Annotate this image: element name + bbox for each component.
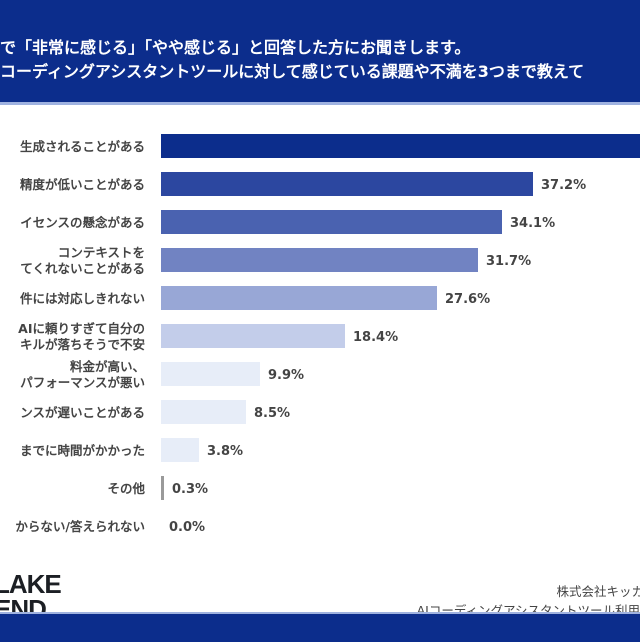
value-label: 9.9% <box>268 368 304 383</box>
category-label: キルが落ちそうで不安 <box>20 337 145 352</box>
value-label: 0.3% <box>172 482 208 497</box>
category-label: ンスが遅いことがある <box>20 405 145 420</box>
value-label: 18.4% <box>353 330 398 345</box>
value-label: 37.2% <box>541 178 586 193</box>
bar <box>161 134 640 158</box>
bar <box>161 324 345 348</box>
bar <box>161 210 502 234</box>
bar <box>161 476 164 500</box>
category-label: パフォーマンスが悪い <box>20 375 145 390</box>
category-label: その他 <box>107 481 145 496</box>
footer-bar <box>0 612 640 642</box>
category-label: 料金が高い、 <box>70 359 145 374</box>
value-label: 27.6% <box>445 292 490 307</box>
category-label: AIに頼りすぎて自分の <box>18 321 145 336</box>
category-label: 件には対応しきれない <box>20 291 145 306</box>
value-label: 34.1% <box>510 216 555 231</box>
chart-header: で「非常に感じる」「やや感じる」と回答した方にお聞きします。 コーディングアシス… <box>0 0 640 105</box>
category-label: 精度が低いことがある <box>20 177 145 192</box>
category-label: までに時間がかかった <box>20 443 145 458</box>
value-label: 3.8% <box>207 444 243 459</box>
bar <box>161 172 533 196</box>
bar <box>161 362 260 386</box>
category-label: 生成されることがある <box>20 139 145 154</box>
value-label: 31.7% <box>486 254 531 269</box>
bar <box>161 286 437 310</box>
value-label: 8.5% <box>254 406 290 421</box>
brand-logo: LAKE END <box>0 569 62 624</box>
question-line-2: コーディングアシスタントツールに対して感じている課題や不満を3つまで教えて <box>0 62 585 81</box>
category-label: てくれないことがある <box>20 261 145 276</box>
category-label: からない/答えられない <box>15 519 145 534</box>
bar <box>161 248 478 272</box>
category-label: イセンスの懸念がある <box>20 215 145 230</box>
bar <box>161 400 246 424</box>
source-company: 株式会社キッカ <box>556 584 640 599</box>
value-label: 0.0% <box>169 520 205 535</box>
category-label: コンテキストを <box>58 245 145 260</box>
bar <box>161 438 199 462</box>
question-line-1: で「非常に感じる」「やや感じる」と回答した方にお聞きします。 <box>0 38 471 57</box>
